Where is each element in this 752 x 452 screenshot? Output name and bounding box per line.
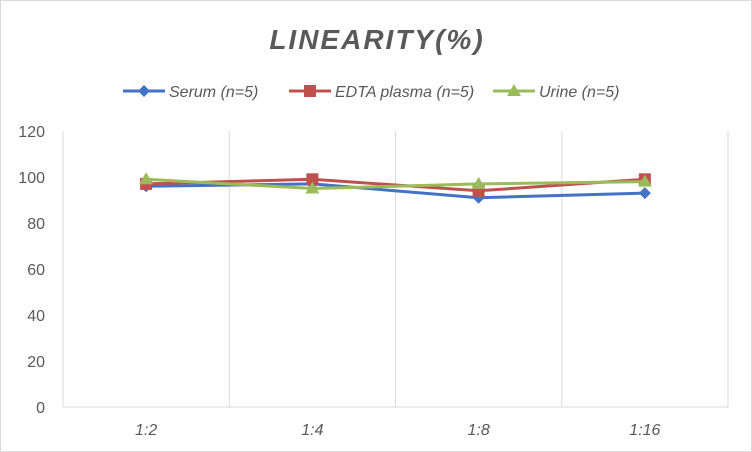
series-layer — [139, 172, 652, 204]
x-tick-label: 1:8 — [468, 422, 490, 439]
legend-marker — [507, 84, 521, 96]
legend-label: Urine (n=5) — [539, 84, 619, 101]
data-point — [306, 173, 319, 186]
data-point — [305, 181, 320, 194]
chart-title: LINEARITY(%) — [269, 24, 484, 55]
legend: Serum (n=5) EDTA plasma (n=5) Urine (n=5) — [123, 84, 619, 101]
y-tick-label: 20 — [27, 354, 45, 371]
x-tick-label: 1:16 — [629, 422, 660, 439]
gridlines — [62, 131, 729, 408]
data-point — [638, 187, 651, 200]
x-axis-ticks: 1:2 1:4 1:8 1:16 — [135, 422, 661, 439]
y-axis-ticks: 0 20 40 60 80 100 120 — [18, 124, 45, 417]
x-tick-label: 1:2 — [135, 422, 157, 439]
data-point — [471, 176, 486, 189]
series-3 — [139, 172, 652, 194]
y-tick-label: 0 — [36, 400, 45, 417]
legend-entry: Urine (n=5) — [493, 84, 619, 101]
legend-marker — [138, 85, 150, 97]
x-tick-label: 1:4 — [301, 422, 323, 439]
series-line — [146, 177, 645, 190]
legend-entry: Serum (n=5) — [123, 84, 258, 101]
data-point — [139, 172, 154, 185]
y-tick-label: 60 — [27, 262, 45, 279]
y-tick-label: 40 — [27, 308, 45, 325]
y-tick-label: 80 — [27, 216, 45, 233]
legend-entry: EDTA plasma (n=5) — [289, 84, 474, 101]
legend-marker — [304, 85, 316, 97]
y-tick-label: 100 — [18, 170, 45, 187]
y-tick-label: 120 — [18, 124, 45, 141]
legend-label: EDTA plasma (n=5) — [335, 84, 474, 101]
data-point — [637, 174, 652, 187]
legend-label: Serum (n=5) — [169, 84, 258, 101]
